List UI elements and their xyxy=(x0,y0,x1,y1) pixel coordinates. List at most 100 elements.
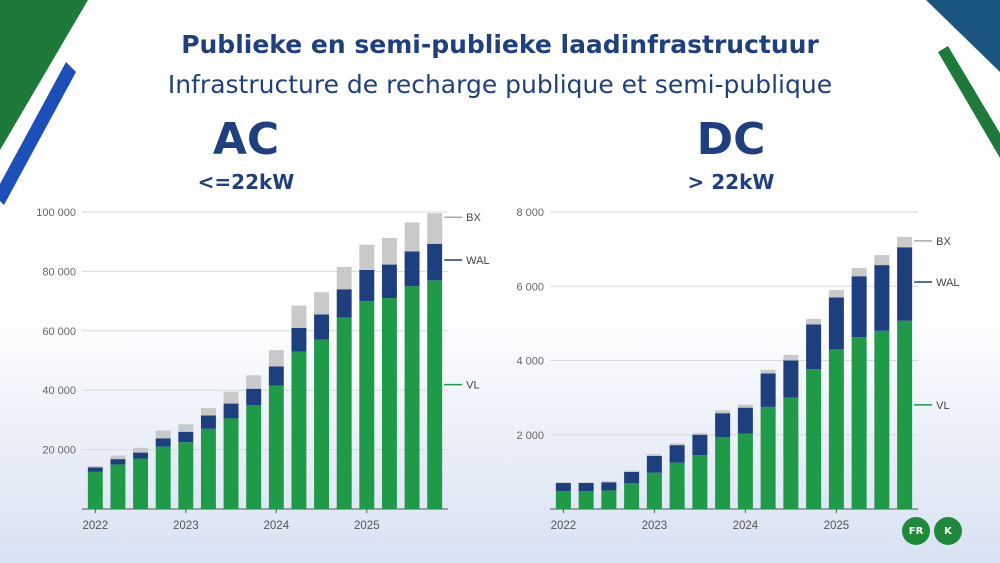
ac-bar-bx-2022-q4 xyxy=(155,430,171,439)
dc-bar-vl-2022-q3 xyxy=(601,490,617,509)
dc-ytick-label: 2 000 xyxy=(516,430,544,442)
dc-bar-bx-2022-q1 xyxy=(555,482,571,484)
ac-bar-vl-2024-q4 xyxy=(336,317,352,509)
ac-heading: AC xyxy=(212,114,280,165)
dc-bar-wal-2022-q3 xyxy=(601,482,617,491)
ac-bar-vl-2025-q2 xyxy=(381,298,397,509)
dc-bar-vl-2022-q1 xyxy=(555,491,571,509)
dc-bar-vl-2024-q4 xyxy=(806,369,822,509)
ac-bar-vl-2024-q3 xyxy=(314,339,330,509)
ac-bar-bx-2022-q3 xyxy=(133,447,149,453)
ac-legend-label-bx: BX xyxy=(466,212,481,224)
dc-bar-bx-2023-q3 xyxy=(692,432,708,435)
ac-bar-vl-2025-q1 xyxy=(359,301,375,509)
ac-bar-wal-2024-q4 xyxy=(336,289,352,318)
ac-bar-wal-2024-q1 xyxy=(268,366,284,386)
dc-bar-wal-2024-q3 xyxy=(783,360,799,398)
dc-xtick-label: 2025 xyxy=(824,520,850,532)
ac-legend-label-vl: VL xyxy=(466,380,479,392)
ac-bar-bx-2024-q1 xyxy=(268,350,284,367)
ac-bar-wal-2025-q3 xyxy=(404,251,420,287)
corner-green-left xyxy=(0,0,88,150)
dc-bar-wal-2024-q2 xyxy=(760,373,776,407)
dc-bar-wal-2023-q4 xyxy=(715,413,731,438)
ac-bar-wal-2022-q1 xyxy=(87,467,103,472)
dc-bar-bx-2024-q2 xyxy=(760,369,776,374)
dc-bar-bx-2023-q4 xyxy=(715,410,731,414)
dc-bar-wal-2022-q2 xyxy=(578,483,594,492)
ac-bar-wal-2023-q2 xyxy=(200,415,216,429)
ac-bar-vl-2022-q2 xyxy=(110,464,126,509)
ac-bar-vl-2023-q4 xyxy=(246,405,262,509)
title-dutch: Publieke en semi-publieke laadinfrastruc… xyxy=(181,30,819,59)
dc-bar-bx-2024-q4 xyxy=(806,318,822,325)
dc-bar-wal-2022-q1 xyxy=(555,483,571,492)
dc-ytick-label: 8 000 xyxy=(516,207,544,219)
dc-bar-vl-2023-q3 xyxy=(692,455,708,509)
ac-bar-vl-2024-q2 xyxy=(291,351,307,509)
dc-bar-vl-2023-q4 xyxy=(715,437,731,509)
ac-bar-vl-2023-q2 xyxy=(200,428,216,509)
ac-bar-vl-2022-q1 xyxy=(87,471,103,509)
dc-bar-wal-2025-q1 xyxy=(828,297,844,350)
ac-bar-bx-2023-q1 xyxy=(178,424,194,432)
dc-bar-bx-2023-q2 xyxy=(669,443,685,446)
ac-bar-bx-2022-q2 xyxy=(110,455,126,460)
dc-bar-vl-2025-q2 xyxy=(851,337,867,509)
corner-green-stripe-right xyxy=(938,46,1000,158)
ac-bar-bx-2024-q2 xyxy=(291,305,307,328)
ac-bar-wal-2025-q1 xyxy=(359,269,375,302)
dc-bar-vl-2022-q2 xyxy=(578,491,594,509)
ac-ytick-label: 80 000 xyxy=(42,266,76,278)
dc-ytick-label: 6 000 xyxy=(516,281,544,293)
dc-legend-label-bx: BX xyxy=(936,236,951,248)
ac-bar-wal-2023-q1 xyxy=(178,431,194,443)
ac-bar-wal-2025-q2 xyxy=(381,264,397,299)
dc-bar-wal-2023-q3 xyxy=(692,434,708,456)
dc-bar-bx-2024-q1 xyxy=(737,404,753,408)
ac-bar-vl-2023-q3 xyxy=(223,418,239,509)
ac-bar-vl-2022-q3 xyxy=(133,458,149,509)
ac-bar-vl-2025-q4 xyxy=(427,280,443,509)
dc-bar-bx-2025-q4 xyxy=(897,236,913,248)
ac-xtick-label: 2025 xyxy=(354,520,380,532)
ac-xtick-label: 2024 xyxy=(264,520,290,532)
dc-bar-vl-2024-q3 xyxy=(783,397,799,509)
dc-bar-vl-2025-q3 xyxy=(874,330,890,509)
ac-bar-wal-2022-q2 xyxy=(110,459,126,465)
ac-bar-vl-2022-q4 xyxy=(155,446,171,509)
dc-bar-vl-2025-q4 xyxy=(897,320,913,509)
badge-fr: FR xyxy=(902,517,930,545)
dc-bar-wal-2024-q1 xyxy=(737,407,753,434)
dc-bar-wal-2025-q4 xyxy=(897,247,913,321)
corner-blue-stripe-left xyxy=(0,62,76,205)
ac-bar-bx-2024-q4 xyxy=(336,266,352,290)
dc-bar-wal-2025-q2 xyxy=(851,276,867,338)
ac-ytick-label: 40 000 xyxy=(42,385,76,397)
badge-k: K xyxy=(934,517,962,545)
ac-bar-bx-2023-q2 xyxy=(200,408,216,416)
ac-bar-wal-2024-q2 xyxy=(291,327,307,352)
dc-subheading: > 22kW xyxy=(687,170,775,194)
ac-bar-bx-2025-q1 xyxy=(359,244,375,270)
ac-xtick-label: 2022 xyxy=(83,520,109,532)
dc-legend-label-vl: VL xyxy=(936,400,949,412)
dc-legend-label-wal: WAL xyxy=(936,277,959,289)
dc-bar-bx-2024-q3 xyxy=(783,354,799,361)
ac-xtick-label: 2023 xyxy=(173,520,199,532)
ac-bar-wal-2024-q3 xyxy=(314,314,330,340)
dc-bar-bx-2025-q2 xyxy=(851,268,867,277)
dc-bar-wal-2024-q4 xyxy=(806,324,822,370)
dc-bar-wal-2022-q4 xyxy=(624,471,640,484)
dc-bar-vl-2022-q4 xyxy=(624,483,640,509)
ac-bar-wal-2022-q4 xyxy=(155,438,171,447)
ac-bar-vl-2024-q1 xyxy=(268,385,284,509)
ac-bar-bx-2023-q3 xyxy=(223,391,239,404)
ac-subheading: <=22kW xyxy=(197,170,295,194)
ac-bar-vl-2023-q1 xyxy=(178,442,194,509)
dc-bar-bx-2022-q2 xyxy=(578,482,594,484)
dc-bar-vl-2025-q1 xyxy=(828,349,844,509)
